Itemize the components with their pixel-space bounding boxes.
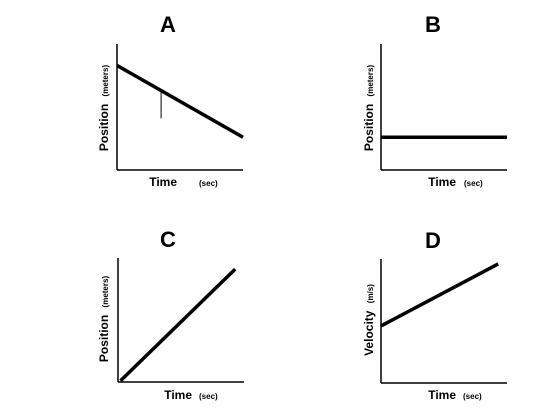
y-axis-unit: (meters) (366, 65, 375, 97)
panel-c: C Time (sec) Position (meters) (97, 227, 244, 402)
panel-b: B Time (sec) Position (meters) (362, 12, 507, 189)
series-line (116, 63, 244, 139)
svg-text:Position (meters): Position (meters) (97, 276, 111, 363)
panel-a: A Time (sec) Position (meters) (97, 12, 244, 189)
y-axis-title: Velocity (362, 310, 376, 356)
x-axis-label: Time (sec) (149, 175, 218, 189)
y-axis-unit: (m/s) (366, 284, 375, 303)
svg-text:Velocity (m/s): Velocity (m/s) (362, 284, 376, 356)
panel-d: D Time (sec) Velocity (m/s) (362, 228, 507, 402)
series-line (380, 262, 499, 328)
y-axis-label: Position (meters) (97, 276, 111, 363)
svg-text:Position (meters): Position (meters) (97, 65, 111, 152)
x-axis-unit: (sec) (464, 179, 483, 188)
y-axis-title: Position (97, 315, 111, 362)
svg-text:Position (meters): Position (meters) (362, 65, 376, 152)
y-axis-label: Position (meters) (97, 65, 111, 152)
series-line (119, 267, 237, 383)
y-axis-label: Position (meters) (362, 65, 376, 152)
panel-title: A (160, 12, 176, 37)
y-axis-unit: (meters) (101, 276, 110, 308)
panel-title: B (425, 12, 441, 37)
x-axis-unit: (sec) (463, 392, 482, 401)
x-axis-label: Time (sec) (428, 175, 483, 189)
y-axis-unit: (meters) (101, 65, 110, 97)
panel-title: C (160, 227, 176, 252)
x-axis-title: Time (428, 388, 456, 402)
y-axis-title: Position (97, 104, 111, 151)
x-axis-title: Time (164, 388, 192, 402)
y-axis-label: Velocity (m/s) (362, 284, 376, 356)
x-axis-label: Time (sec) (428, 388, 482, 402)
x-axis-unit: (sec) (199, 179, 218, 188)
x-axis-title: Time (428, 175, 456, 189)
x-axis-label: Time (sec) (164, 388, 218, 402)
x-axis-unit: (sec) (199, 392, 218, 401)
panel-title: D (425, 228, 441, 253)
x-axis-title: Time (149, 175, 177, 189)
y-axis-title: Position (362, 104, 376, 151)
